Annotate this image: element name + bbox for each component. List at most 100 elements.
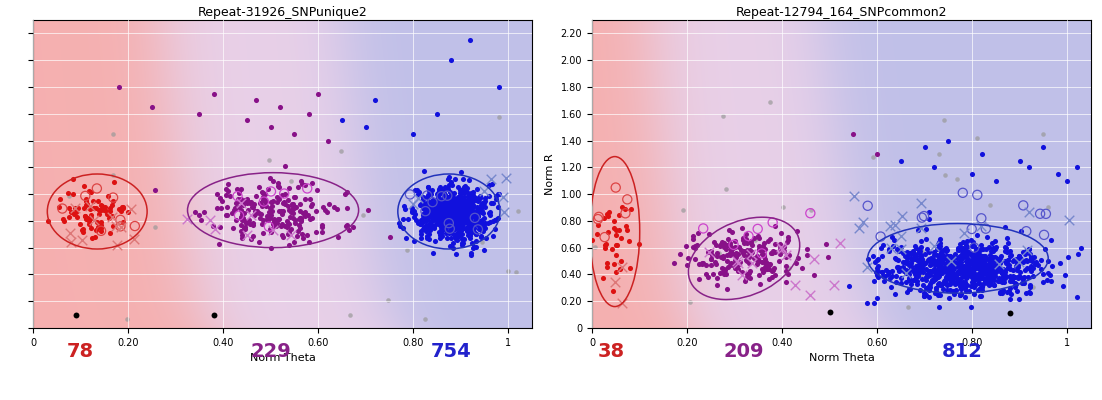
Point <box>957 265 974 272</box>
Point <box>912 256 930 262</box>
Point <box>684 236 702 243</box>
Point <box>886 291 904 298</box>
Point <box>279 203 296 210</box>
Point <box>464 210 482 216</box>
Point <box>721 251 738 258</box>
Point <box>454 186 472 192</box>
Point <box>241 200 259 207</box>
Point <box>451 205 468 212</box>
Point <box>949 280 966 286</box>
Point <box>253 203 271 209</box>
Point <box>894 264 911 270</box>
Point <box>991 260 1008 266</box>
Point <box>917 274 934 280</box>
Point <box>428 216 445 222</box>
Point <box>969 246 986 252</box>
Point <box>262 229 280 235</box>
Point <box>445 176 463 182</box>
Point <box>707 261 725 267</box>
Point <box>483 181 500 188</box>
Point <box>440 217 457 224</box>
Point <box>457 225 475 232</box>
Point <box>425 238 443 244</box>
Point <box>454 196 472 202</box>
Point <box>455 189 473 196</box>
Point <box>39 218 56 224</box>
Point <box>429 189 446 196</box>
Point <box>960 249 977 256</box>
Point <box>983 268 1001 274</box>
Point <box>985 256 1003 262</box>
Point <box>439 218 456 224</box>
Point <box>994 270 1012 276</box>
Point <box>928 260 946 266</box>
Point <box>912 225 930 232</box>
Point <box>712 254 730 260</box>
Point <box>912 248 930 254</box>
Point <box>755 247 773 254</box>
Point <box>426 207 444 214</box>
Point <box>414 226 432 232</box>
Point <box>474 200 491 206</box>
Point <box>946 288 963 294</box>
Point <box>739 253 757 260</box>
Point <box>469 213 487 219</box>
Point <box>888 246 906 252</box>
Point <box>460 214 477 220</box>
Point <box>587 231 605 237</box>
Point <box>443 192 461 198</box>
Point <box>284 204 302 211</box>
Point <box>994 290 1012 296</box>
Point <box>727 251 745 257</box>
Point <box>946 265 963 272</box>
Point <box>1031 210 1049 217</box>
Point <box>912 272 930 278</box>
Point <box>83 225 100 231</box>
Point <box>920 216 938 222</box>
Point <box>471 207 488 213</box>
Point <box>444 226 462 232</box>
Point <box>463 205 480 211</box>
Point <box>946 281 963 288</box>
Point <box>264 178 282 184</box>
Point <box>453 236 471 242</box>
Point <box>996 244 1014 250</box>
Point <box>338 205 356 212</box>
Point <box>307 229 325 236</box>
Point <box>936 265 953 272</box>
Point <box>112 208 130 215</box>
Point <box>462 234 479 241</box>
Point <box>466 214 484 221</box>
Point <box>939 282 957 288</box>
Point <box>904 266 921 272</box>
Point <box>421 211 439 218</box>
Point <box>944 271 962 277</box>
Point <box>435 199 453 205</box>
Point <box>429 191 446 198</box>
Point <box>941 253 959 260</box>
Point <box>418 193 435 200</box>
Point <box>1059 254 1077 260</box>
Point <box>964 268 982 275</box>
Point <box>915 269 932 276</box>
Point <box>908 267 926 274</box>
Point <box>442 208 460 214</box>
Point <box>961 264 979 270</box>
Point <box>443 215 461 221</box>
Point <box>613 204 630 210</box>
Point <box>78 200 96 207</box>
Point <box>424 203 442 210</box>
Point <box>450 233 467 239</box>
Point <box>742 250 759 256</box>
Point <box>461 232 478 238</box>
Point <box>282 232 300 238</box>
Point <box>461 205 478 212</box>
Point <box>93 222 110 228</box>
Point <box>467 231 485 238</box>
Point <box>976 254 994 261</box>
Point <box>953 265 971 271</box>
Point <box>452 196 469 202</box>
Point <box>460 227 477 233</box>
Point <box>717 246 735 252</box>
Point <box>988 261 1006 268</box>
